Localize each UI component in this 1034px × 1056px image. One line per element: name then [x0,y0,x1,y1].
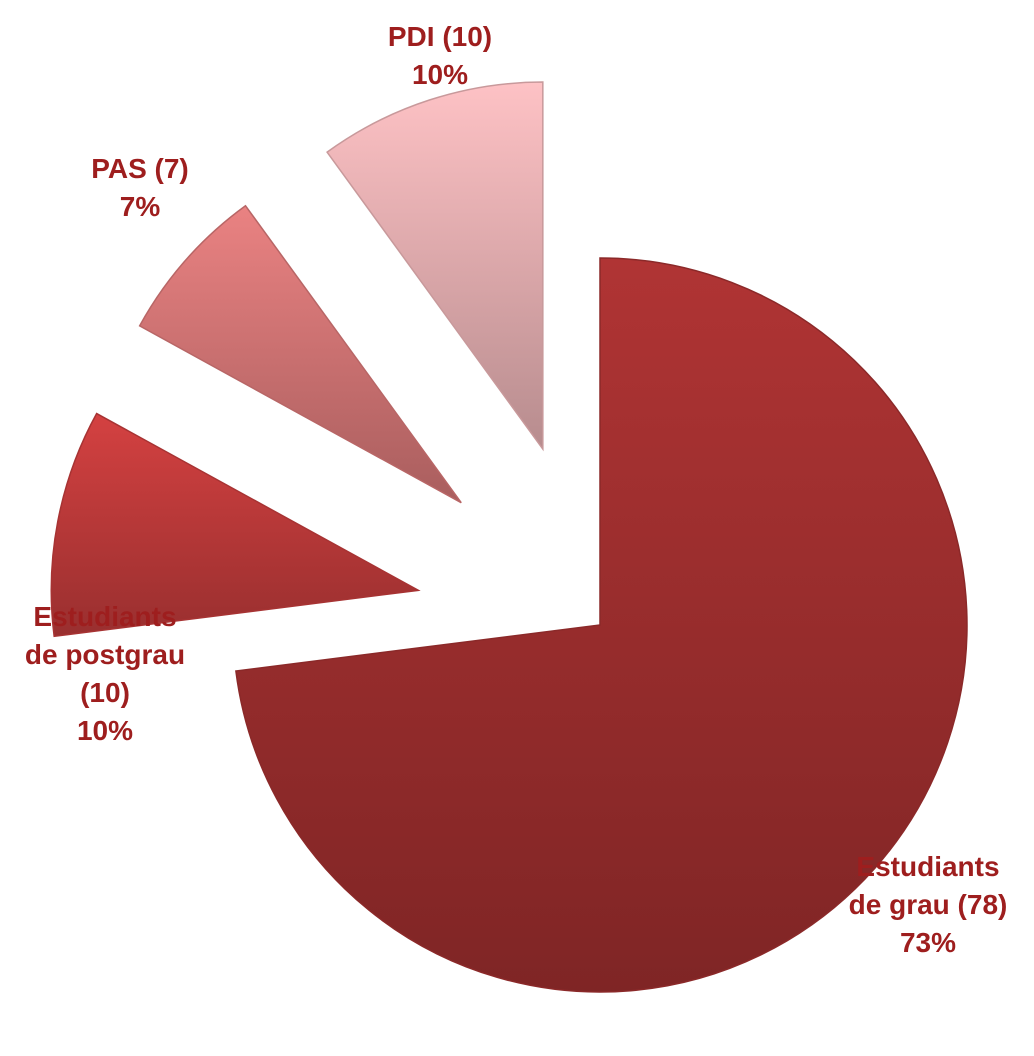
slice-category-label: PAS (7) [91,153,189,184]
pie-slice [138,204,462,504]
slice-category-label: Estudiants de grau (78) [848,851,1008,920]
slice-category-label: Estudiants de postgrau (10) [24,601,186,708]
slice-label: Estudiants de postgrau (10) 10% [15,598,195,750]
pie-slice [50,412,421,638]
slice-value-label: 73% [899,927,957,958]
pie-slice [235,257,968,993]
slice-category-label: PDI (10) [387,21,493,52]
pie-slice [326,81,544,452]
slice-value-label: 10% [411,59,469,90]
slice-label: PDI (10) 10% [360,18,520,94]
slice-value-label: 10% [76,715,134,746]
slice-label: Estudiants de grau (78) 73% [838,848,1018,962]
slice-value-label: 7% [119,191,161,222]
slice-label: PAS (7) 7% [70,150,210,226]
